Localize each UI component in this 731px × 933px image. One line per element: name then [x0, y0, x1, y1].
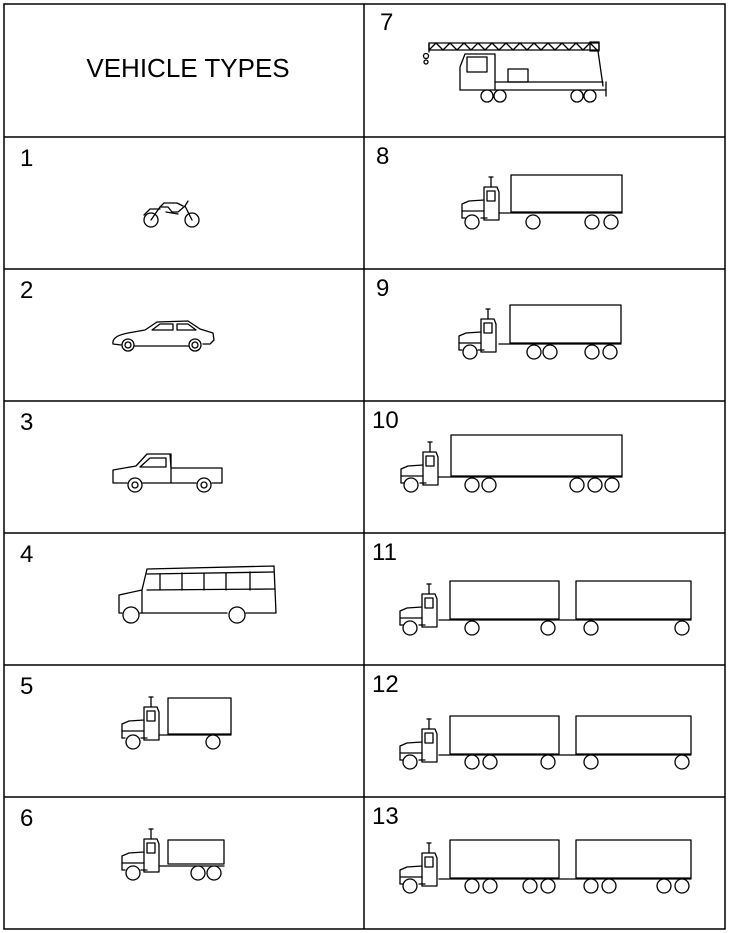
single-trailer-5-axle-truck-icon: [459, 305, 621, 359]
single-unit-2-axle-truck-icon: [122, 697, 231, 749]
pickup-truck-icon: [113, 454, 222, 492]
type-number-7: 7: [380, 9, 393, 36]
type-number-8: 8: [376, 143, 389, 170]
type-number-11: 11: [372, 539, 397, 566]
type-number-3: 3: [20, 409, 33, 436]
single-unit-4-axle-crane-truck-icon: [424, 42, 607, 102]
single-trailer-6-axle-truck-icon: [401, 435, 622, 492]
type-number-6: 6: [20, 805, 33, 832]
type-number-10: 10: [372, 407, 399, 434]
type-number-1: 1: [20, 145, 33, 172]
multi-trailer-6-axle-truck-icon: [400, 716, 691, 769]
single-trailer-4-axle-truck-icon: [462, 175, 622, 229]
multi-trailer-7-axle-truck-icon: [400, 840, 691, 893]
type-number-12: 12: [372, 671, 399, 698]
motorcycle-icon: [144, 201, 199, 227]
bus-icon: [119, 566, 276, 623]
passenger-car-icon: [113, 321, 214, 351]
type-number-13: 13: [372, 803, 399, 830]
type-number-2: 2: [20, 277, 33, 304]
type-number-9: 9: [376, 275, 389, 302]
type-number-5: 5: [20, 673, 33, 700]
type-number-4: 4: [20, 541, 33, 568]
multi-trailer-5-axle-truck-icon: [400, 581, 691, 635]
single-unit-3-axle-truck-icon: [122, 829, 224, 880]
table-title: VEHICLE TYPES: [86, 53, 289, 83]
